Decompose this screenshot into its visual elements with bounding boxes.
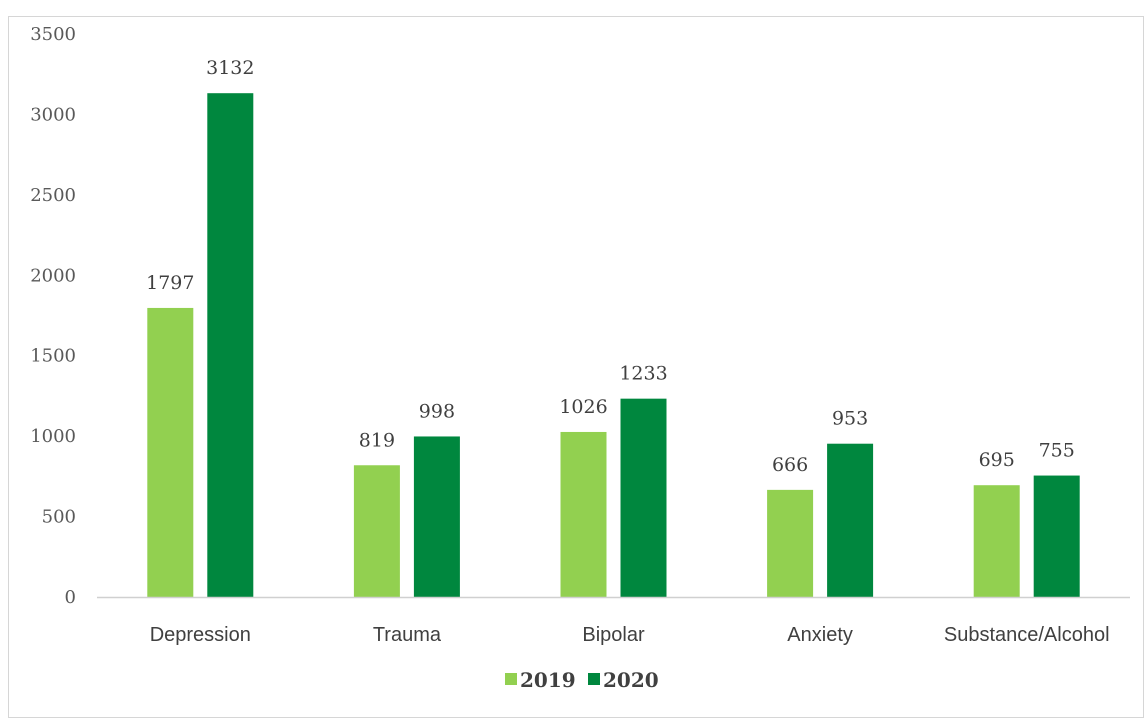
legend-swatch-2020 xyxy=(588,673,600,685)
data-label: 666 xyxy=(772,454,808,476)
chart-frame xyxy=(8,16,1144,718)
bar-2019-trauma xyxy=(353,465,400,597)
y-tick-label: 3000 xyxy=(30,104,76,125)
y-tick-label: 1500 xyxy=(30,346,76,367)
category-label: Depression xyxy=(150,624,251,646)
y-tick-label: 2000 xyxy=(30,265,76,286)
y-tick-label: 2500 xyxy=(30,185,76,206)
data-label: 953 xyxy=(832,408,868,430)
legend-label: 2020 xyxy=(603,668,659,692)
bar-2019-bipolar xyxy=(560,431,607,597)
y-tick-label: 500 xyxy=(42,507,76,528)
y-tick-label: 3500 xyxy=(30,24,76,45)
category-label: Anxiety xyxy=(787,624,853,646)
data-label: 998 xyxy=(419,400,455,422)
bar-2020-trauma xyxy=(413,436,460,597)
legend-label: 2019 xyxy=(520,668,576,692)
y-tick-label: 0 xyxy=(65,587,76,608)
data-label: 3132 xyxy=(206,57,254,79)
data-label: 1233 xyxy=(619,363,667,385)
data-label: 1026 xyxy=(559,396,607,418)
bar-2020-substance-alcohol xyxy=(1033,475,1080,597)
category-label: Trauma xyxy=(373,624,442,646)
data-label: 819 xyxy=(359,429,395,451)
legend-swatch-2019 xyxy=(505,673,517,685)
bar-2020-bipolar xyxy=(620,398,667,597)
bar-2019-depression xyxy=(147,307,194,597)
data-label: 695 xyxy=(979,449,1015,471)
bar-2020-depression xyxy=(207,93,254,597)
y-tick-label: 1000 xyxy=(30,426,76,447)
bar-2019-substance-alcohol xyxy=(973,485,1020,597)
data-label: 755 xyxy=(1039,440,1075,462)
bar-2020-anxiety xyxy=(827,443,874,597)
data-label: 1797 xyxy=(146,272,194,294)
category-label: Bipolar xyxy=(582,624,645,646)
category-label: Substance/Alcohol xyxy=(944,624,1110,646)
bar-2019-anxiety xyxy=(767,489,814,597)
